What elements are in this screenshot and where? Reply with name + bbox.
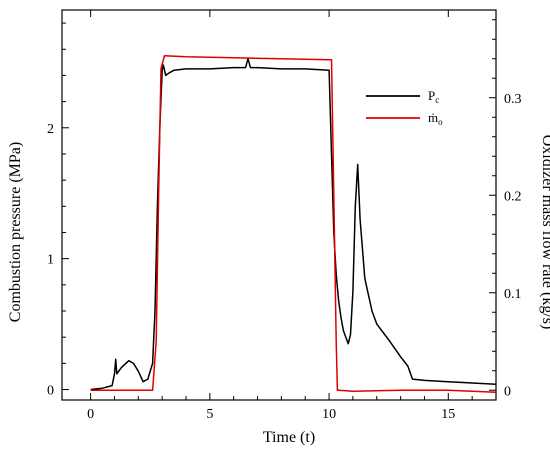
y-left-tick-label: 0 bbox=[47, 384, 54, 399]
y-right-tick-label: 0.3 bbox=[504, 92, 522, 107]
x-tick-label: 10 bbox=[322, 407, 336, 422]
y-right-tick-label: 0.2 bbox=[504, 189, 522, 204]
legend: Pc ṁo bbox=[366, 88, 443, 127]
x-tick-label: 5 bbox=[206, 407, 213, 422]
legend-label: ṁo bbox=[428, 110, 443, 127]
axes bbox=[61, 9, 497, 401]
x-tick-label: 15 bbox=[441, 407, 455, 422]
y-right-tick-label: 0 bbox=[504, 384, 511, 399]
series-layer bbox=[90, 55, 497, 393]
ticks: 0 5 10 15 0 1 2 0 0.1 0.2 0.3 bbox=[47, 10, 522, 422]
plot-frame bbox=[61, 9, 497, 401]
right-axis-title: Oxidizer mass flow rate (kg/s) bbox=[539, 135, 550, 330]
legend-label: Pc bbox=[428, 88, 439, 105]
y-left-tick-label: 2 bbox=[47, 122, 54, 137]
left-axis-title: Combustion pressure (MPa) bbox=[7, 142, 24, 322]
series-line-pc bbox=[90, 57, 497, 391]
x-tick-label: 0 bbox=[87, 407, 94, 422]
y-left-tick-label: 1 bbox=[47, 253, 54, 268]
x-axis-title: Time (t) bbox=[263, 429, 315, 446]
series-line-mo bbox=[90, 55, 497, 393]
y-right-tick-label: 0.1 bbox=[504, 287, 522, 302]
